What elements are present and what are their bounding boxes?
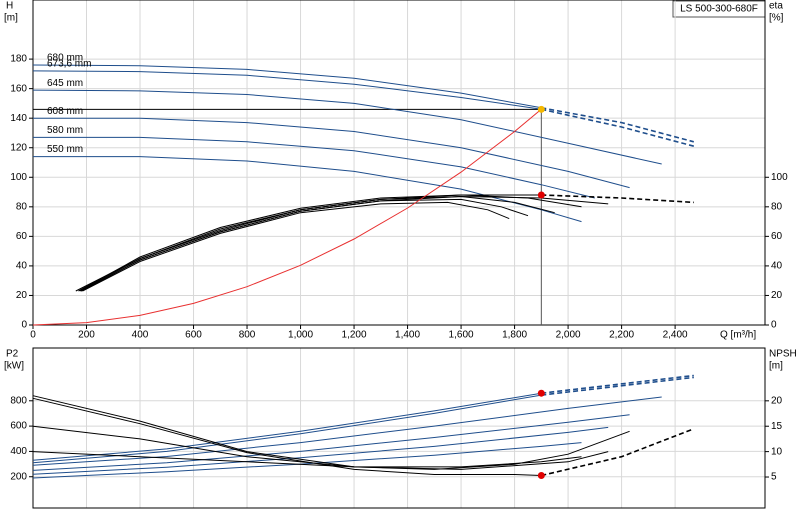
curve: [32, 64, 542, 109]
curve: [32, 414, 630, 471]
x-tick-label: 400: [132, 330, 149, 341]
plot-frame: [32, 0, 766, 326]
curve: [541, 428, 695, 477]
curve: [541, 374, 694, 394]
y-axis-label: H: [6, 1, 13, 12]
y2-tick-label: 60: [771, 231, 783, 242]
y2-axis-label: eta: [769, 1, 783, 12]
x-tick-label: 1,400: [395, 330, 420, 341]
curve: [80, 198, 529, 292]
y-axis-unit: [kW]: [4, 361, 24, 372]
duty-point: [537, 105, 545, 113]
y2-tick-label: 5: [771, 472, 777, 483]
curve-label: 673,6 mm: [47, 59, 91, 70]
curve: [32, 396, 662, 466]
y-tick-label: 400: [10, 446, 27, 457]
y2-tick-label: 20: [771, 395, 783, 406]
y-tick-label: 160: [10, 83, 27, 94]
y2-tick-label: 100: [771, 172, 788, 183]
x-tick-label: 200: [78, 330, 95, 341]
y-tick-label: 40: [16, 261, 28, 272]
y2-axis-unit: [m]: [769, 361, 783, 372]
x-tick-label: 2,000: [556, 330, 581, 341]
curve: [32, 392, 542, 461]
y-tick-label: 60: [16, 231, 28, 242]
y2-tick-label: 20: [771, 290, 783, 301]
y2-tick-label: 10: [771, 446, 783, 457]
curve: [32, 397, 542, 476]
x-tick-label: 1,200: [342, 330, 367, 341]
y-tick-label: 80: [16, 201, 28, 212]
y2-tick-label: 80: [771, 201, 783, 212]
y-axis-unit: [m]: [4, 13, 18, 24]
curve: [78, 194, 582, 292]
curve: [541, 376, 694, 396]
y2-tick-label: 0: [771, 320, 777, 331]
x-tick-label: 1,000: [288, 330, 313, 341]
y-tick-label: 800: [10, 395, 27, 406]
curve: [32, 108, 542, 326]
y-tick-label: 0: [21, 320, 27, 331]
y2-axis-unit: [%]: [769, 13, 784, 24]
x-tick-label: 600: [185, 330, 202, 341]
y-tick-label: 140: [10, 113, 27, 124]
y-tick-label: 100: [10, 172, 27, 183]
y2-tick-label: 40: [771, 261, 783, 272]
y-tick-label: 200: [10, 471, 27, 482]
curve: [32, 426, 609, 475]
curve-label: 580 mm: [47, 125, 83, 136]
curve: [33, 117, 630, 189]
chart-title: LS 500-300-680F: [680, 4, 758, 15]
y-tick-label: 600: [10, 421, 27, 432]
y-tick-label: 120: [10, 142, 27, 153]
y2-axis-label: NPSH: [769, 349, 797, 360]
x-tick-label: 800: [239, 330, 256, 341]
duty-point-secondary: [537, 191, 545, 199]
y-axis-label: P2: [6, 349, 19, 360]
plot-frame: [32, 347, 766, 509]
curve: [32, 394, 542, 464]
duty-point: [537, 389, 545, 397]
curve: [541, 108, 695, 147]
curve: [541, 107, 695, 143]
x-tick-label: 1,800: [502, 330, 527, 341]
duty-point-secondary: [537, 471, 545, 479]
x-tick-label: 2,400: [663, 330, 688, 341]
curve: [33, 136, 595, 199]
y-tick-label: 20: [16, 290, 28, 301]
y2-tick-label: 15: [771, 421, 783, 432]
x-tick-label: 0: [30, 330, 36, 341]
y-tick-label: 180: [10, 54, 27, 65]
curve: [541, 194, 694, 204]
curve: [32, 89, 662, 165]
x-tick-label: 1,600: [449, 330, 474, 341]
curve: [32, 442, 582, 479]
curve: [82, 201, 510, 292]
curve-label: 645 mm: [47, 78, 83, 89]
x-tick-label: 2,200: [609, 330, 634, 341]
curve: [33, 156, 582, 223]
curve: [32, 451, 582, 468]
curve-label: 608 mm: [47, 106, 83, 117]
x-axis-label: Q [m³/h]: [720, 330, 756, 341]
curve-label: 550 mm: [47, 144, 83, 155]
curve-label: 680 mm: [47, 53, 83, 64]
curve: [32, 70, 542, 110]
curve: [79, 195, 555, 292]
